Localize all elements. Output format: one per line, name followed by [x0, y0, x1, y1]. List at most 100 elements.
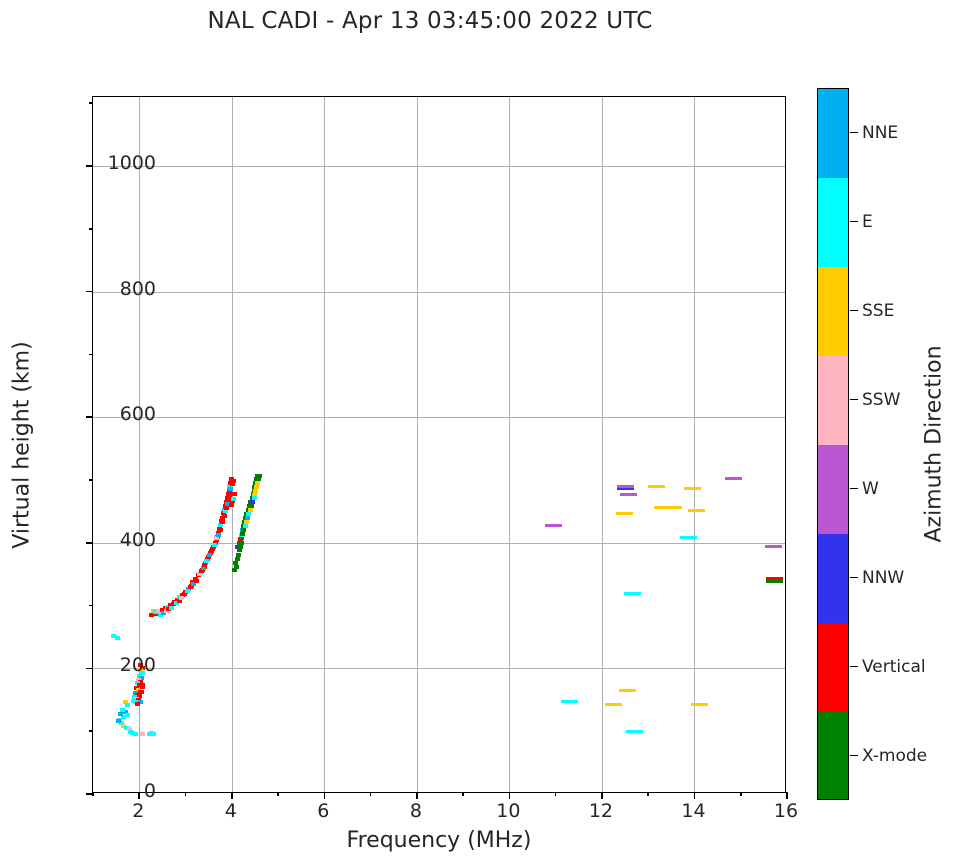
- data-point: [139, 665, 145, 670]
- data-point: [653, 506, 671, 510]
- data-point: [254, 484, 260, 489]
- data-point: [138, 690, 144, 695]
- y-tick-major: [86, 165, 93, 167]
- colorbar-label-nnw: NNW: [862, 567, 905, 588]
- data-point: [211, 542, 217, 547]
- colorbar-tick: [850, 309, 858, 312]
- data-point: [617, 487, 635, 491]
- data-point: [182, 592, 188, 597]
- data-point: [256, 477, 262, 482]
- data-point: [234, 544, 240, 549]
- y-tick-label: 600: [119, 403, 156, 426]
- gridline-vertical: [324, 97, 326, 792]
- data-point: [163, 609, 169, 614]
- data-point: [200, 565, 206, 570]
- y-tick-label: 800: [119, 277, 156, 300]
- colorbar-label-e: E: [862, 211, 873, 232]
- data-point: [251, 496, 257, 501]
- page-title: NAL CADI - Apr 13 03:45:00 2022 UTC: [207, 8, 653, 34]
- data-point: [140, 732, 146, 737]
- data-point: [165, 604, 171, 609]
- data-point: [235, 552, 241, 557]
- data-point: [218, 523, 224, 528]
- colorbar-axis-label: Azimuth Direction: [921, 345, 947, 543]
- y-tick-minor: [89, 479, 93, 481]
- x-tick-minor: [554, 792, 557, 796]
- data-point: [725, 477, 743, 481]
- x-tick-minor: [277, 792, 279, 796]
- data-point: [150, 732, 156, 737]
- y-tick-minor: [89, 353, 93, 356]
- x-tick-major: [601, 792, 603, 799]
- data-point: [137, 679, 143, 684]
- data-point: [151, 612, 157, 617]
- y-tick-major: [86, 416, 93, 419]
- data-point: [148, 613, 154, 618]
- gridline-horizontal: [93, 291, 785, 293]
- colorbar-segment-vertical: [818, 623, 848, 713]
- data-point: [207, 552, 213, 557]
- colorbar-tick: [850, 754, 858, 757]
- data-point: [218, 528, 224, 533]
- data-point: [116, 719, 122, 724]
- x-tick-label: 14: [681, 800, 706, 822]
- data-point: [257, 473, 263, 478]
- y-tick-major: [86, 542, 93, 544]
- plot-area: [86, 96, 788, 799]
- colorbar-tick: [850, 398, 858, 401]
- colorbar-label-ssw: SSW: [862, 389, 901, 410]
- colorbar-tick: [850, 487, 858, 490]
- data-point: [124, 712, 130, 717]
- data-point: [121, 715, 127, 720]
- x-tick-minor: [647, 792, 649, 796]
- data-point: [253, 488, 259, 493]
- data-point: [191, 581, 197, 586]
- grid-layer: [93, 97, 785, 792]
- data-point: [221, 513, 227, 518]
- x-axis-label: Frequency (MHz): [346, 828, 532, 853]
- data-point: [124, 702, 130, 707]
- data-point: [247, 508, 253, 513]
- x-tick-label: 16: [773, 800, 799, 822]
- data-point: [162, 606, 168, 611]
- x-tick-major: [323, 792, 326, 799]
- data-point: [220, 520, 226, 525]
- data-point: [120, 707, 126, 712]
- data-point: [229, 503, 235, 508]
- y-tick-label: 400: [119, 528, 156, 551]
- data-point: [127, 729, 133, 734]
- data-point: [137, 663, 143, 668]
- data-point: [248, 503, 254, 508]
- data-point: [119, 721, 125, 726]
- y-tick-minor: [89, 228, 93, 230]
- data-point: [232, 492, 238, 497]
- colorbar-tick: [850, 665, 858, 668]
- data-point: [139, 670, 145, 675]
- x-tick-minor: [462, 792, 464, 796]
- data-point: [617, 484, 635, 488]
- gridline-horizontal: [93, 668, 785, 670]
- data-point: [245, 511, 251, 516]
- data-point: [126, 727, 132, 732]
- gridline-horizontal: [93, 417, 785, 419]
- x-tick-major: [138, 792, 141, 799]
- data-point: [244, 520, 250, 525]
- data-point: [158, 613, 164, 618]
- data-point: [214, 536, 220, 541]
- data-point: [241, 528, 247, 533]
- colorbar-segment-ssw: [818, 356, 848, 446]
- data-point: [615, 511, 633, 515]
- gridline-vertical: [231, 97, 233, 792]
- colorbar-segment-e: [818, 178, 848, 268]
- data-point: [245, 515, 251, 520]
- data-point: [122, 699, 128, 704]
- data-point: [204, 559, 210, 564]
- y-tick-minor: [89, 730, 93, 732]
- data-point: [184, 588, 190, 593]
- x-tick-minor: [739, 792, 742, 796]
- data-point: [230, 482, 236, 487]
- colorbar-tick: [850, 131, 858, 134]
- y-tick-minor: [89, 604, 93, 607]
- x-tick-label: 8: [409, 800, 422, 822]
- data-point: [605, 703, 622, 707]
